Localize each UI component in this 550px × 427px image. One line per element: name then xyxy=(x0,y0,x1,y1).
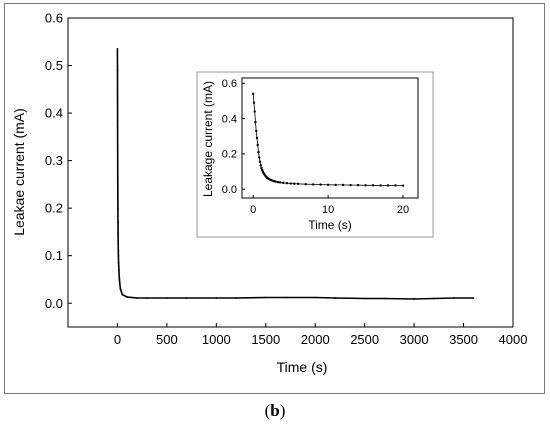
inset-x-axis-label: Time (s) xyxy=(308,218,352,232)
figure-border xyxy=(4,3,545,394)
inset-x-ticks: 0 10 20 xyxy=(250,195,409,216)
x-tick-label: 1500 xyxy=(251,332,280,347)
y-tick-label: 0.5 xyxy=(45,58,63,73)
data-point xyxy=(401,184,405,187)
series-trace xyxy=(252,93,404,186)
panel-label: (b) xyxy=(264,401,286,420)
x-tick-label: 0 xyxy=(250,204,256,216)
y-tick-label: 0.1 xyxy=(45,248,63,263)
main-plot-area xyxy=(67,17,514,328)
y-tick-label: 0.2 xyxy=(222,149,237,161)
main-data-points xyxy=(116,48,475,300)
y-tick-label: 0.4 xyxy=(45,106,63,121)
inset-plot-area xyxy=(241,77,419,199)
x-tick-label: 2500 xyxy=(350,332,379,347)
main-x-axis-label: Time (s) xyxy=(277,359,328,375)
chart-svg: 0 500 1000 1500 2000 2500 3000 3500 4000 0.00.10… xyxy=(11,11,527,375)
x-tick-label: 4000 xyxy=(499,332,528,347)
y-tick-label: 0.3 xyxy=(45,153,63,168)
x-tick-label: 0 xyxy=(114,332,121,347)
main-y-ticks: 0.0 0.1 0.2 0.3 0.4 0.5 0.6 xyxy=(45,11,72,311)
inset-data-points xyxy=(252,92,405,187)
y-tick-label: 0.0 xyxy=(222,184,237,196)
x-tick-label: 3000 xyxy=(400,332,429,347)
main-x-ticks: 0 500 1000 1500 2000 2500 3000 3500 4000 xyxy=(114,323,528,347)
inset-y-ticks: 0.0 0.2 0.4 0.6 xyxy=(222,78,245,196)
x-tick-label: 10 xyxy=(322,204,334,216)
y-tick-label: 0.6 xyxy=(222,78,237,90)
series-trace xyxy=(116,48,474,300)
inset-y-axis-label: Leakage current (mA) xyxy=(201,81,215,197)
x-tick-label: 20 xyxy=(397,204,409,216)
x-tick-label: 3500 xyxy=(449,332,478,347)
y-tick-label: 0.4 xyxy=(222,113,237,125)
panel-label-letter: b xyxy=(270,401,280,420)
x-tick-label: 500 xyxy=(156,332,178,347)
data-point xyxy=(252,92,255,96)
main-plot: 0 500 1000 1500 2000 2500 3000 3500 4000 0.00.10… xyxy=(11,11,527,375)
x-tick-label: 2000 xyxy=(301,332,330,347)
y-tick-label: 0.2 xyxy=(45,201,63,216)
main-y-axis-label: Leakae current (mA) xyxy=(11,108,27,236)
figure-frame: 0 500 1000 1500 2000 2500 3000 3500 4000 0.0 0.1 0… xyxy=(4,3,545,394)
inset-frame xyxy=(196,71,434,238)
x-tick-label: 1000 xyxy=(202,332,231,347)
inset-plot: 0 10 20 0.0 0.2 0.4 0.6 Time (s) Leakage curr… xyxy=(196,71,434,238)
y-tick-label: 0.6 xyxy=(45,11,63,26)
y-tick-label: 0.0 xyxy=(45,296,63,311)
